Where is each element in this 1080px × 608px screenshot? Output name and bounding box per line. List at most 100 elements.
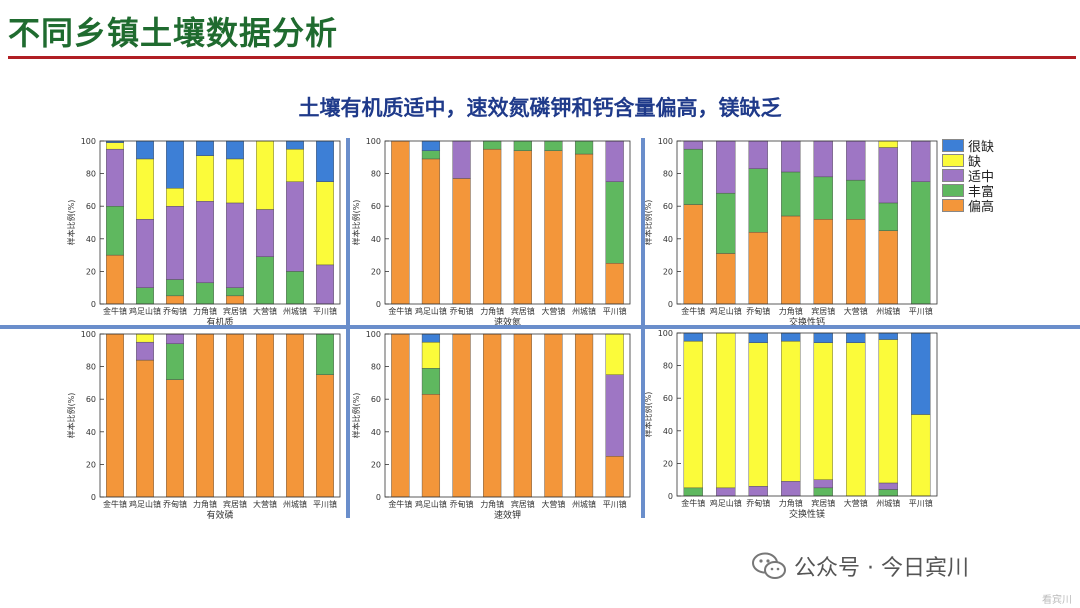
y-tick-label: 80 bbox=[663, 362, 673, 371]
bar-segment bbox=[421, 140, 441, 151]
bar-segment bbox=[166, 205, 184, 280]
bar-segment bbox=[166, 140, 184, 189]
bar-segment bbox=[483, 333, 502, 498]
wechat-icon bbox=[752, 552, 786, 579]
y-axis-label: 样本比例(%) bbox=[66, 200, 76, 246]
x-tick-label: 平川镇 bbox=[909, 498, 933, 508]
y-tick-label: 40 bbox=[86, 428, 96, 437]
x-tick-label: 力角镇 bbox=[480, 499, 504, 509]
legend-item: 很缺 bbox=[942, 138, 994, 155]
bar-segment bbox=[196, 155, 214, 202]
bar-segment bbox=[106, 142, 124, 150]
bar-segment bbox=[421, 150, 441, 160]
y-tick-label: 20 bbox=[86, 460, 96, 469]
x-tick-label: 州城镇 bbox=[572, 499, 596, 509]
bar-segment bbox=[605, 181, 624, 264]
x-tick-label: 金牛镇 bbox=[681, 306, 705, 316]
x-tick-label: 大营镇 bbox=[541, 499, 565, 509]
y-tick-label: 0 bbox=[91, 493, 96, 502]
bar-segment bbox=[226, 333, 244, 498]
bar-segment bbox=[878, 147, 898, 204]
watermark-text: 公众号 · 今日宾川 bbox=[794, 556, 969, 581]
bar-segment bbox=[781, 481, 801, 497]
bar-segment bbox=[683, 340, 703, 489]
bar-segment bbox=[716, 140, 736, 194]
bar-segment bbox=[605, 333, 624, 375]
legend-item: 偏高 bbox=[942, 198, 994, 215]
x-tick-label: 州城镇 bbox=[876, 306, 900, 316]
legend-item: 适中 bbox=[942, 168, 995, 185]
y-tick-label: 20 bbox=[371, 460, 381, 469]
bar-segment bbox=[136, 359, 154, 498]
legend-label: 适中 bbox=[968, 170, 995, 185]
bar-segment bbox=[911, 332, 931, 415]
x-tick-label: 州城镇 bbox=[572, 306, 596, 316]
plot-frame bbox=[99, 333, 341, 498]
bar-segment bbox=[748, 232, 768, 305]
legend-item: 丰富 bbox=[942, 183, 994, 200]
x-tick-label: 州城镇 bbox=[876, 498, 900, 508]
x-tick-label: 力角镇 bbox=[193, 499, 217, 509]
bar-segment bbox=[911, 414, 931, 497]
bar-segment bbox=[878, 339, 898, 484]
x-tick-label: 大营镇 bbox=[253, 306, 277, 316]
plot-frame bbox=[676, 332, 938, 497]
x-tick-label: 平川镇 bbox=[603, 306, 627, 316]
y-tick-label: 60 bbox=[663, 202, 673, 211]
y-tick-label: 40 bbox=[663, 427, 673, 436]
bar-segment bbox=[286, 140, 304, 150]
title-divider bbox=[8, 56, 1076, 59]
y-tick-label: 100 bbox=[658, 329, 673, 338]
y-tick-label: 60 bbox=[86, 202, 96, 211]
bar-segment bbox=[421, 368, 441, 395]
bar-segment bbox=[483, 148, 502, 305]
bar-segment bbox=[452, 140, 471, 179]
bar-segment bbox=[196, 140, 214, 156]
bar-segment bbox=[813, 140, 833, 178]
x-tick-label: 乔甸镇 bbox=[746, 498, 770, 508]
bar-segment bbox=[452, 333, 471, 498]
bar-segment bbox=[544, 140, 563, 151]
bar-segment bbox=[196, 201, 214, 284]
bar-segment bbox=[605, 456, 624, 498]
bar-segment bbox=[421, 158, 441, 305]
x-tick-label: 宾居镇 bbox=[511, 499, 535, 509]
bar-segment bbox=[748, 342, 768, 487]
bar-segment bbox=[421, 394, 441, 498]
bar-segment bbox=[813, 487, 833, 497]
bar-segment bbox=[574, 333, 594, 498]
bar-segment bbox=[316, 333, 334, 375]
bar-segment bbox=[878, 332, 898, 340]
bar-segment bbox=[878, 482, 898, 490]
x-tick-label: 金牛镇 bbox=[388, 499, 412, 509]
y-tick-label: 80 bbox=[371, 363, 381, 372]
x-tick-label: 力角镇 bbox=[480, 306, 504, 316]
y-tick-label: 60 bbox=[371, 395, 381, 404]
x-axis-label: 有效磷 bbox=[206, 509, 233, 521]
bar-segment bbox=[196, 282, 214, 305]
y-tick-label: 100 bbox=[81, 330, 96, 339]
x-tick-label: 金牛镇 bbox=[681, 498, 705, 508]
plot-frame bbox=[99, 140, 341, 305]
y-tick-label: 80 bbox=[86, 363, 96, 372]
x-tick-label: 宾居镇 bbox=[811, 498, 835, 508]
y-tick-label: 100 bbox=[366, 330, 381, 339]
bar-segment bbox=[166, 295, 184, 305]
y-axis-label: 样本比例(%) bbox=[351, 200, 361, 246]
legend-swatch bbox=[942, 169, 964, 182]
legend-swatch bbox=[942, 154, 964, 167]
bar-segment bbox=[421, 341, 441, 369]
bar-segment bbox=[544, 150, 563, 305]
bar-segment bbox=[748, 332, 768, 343]
bar-segment bbox=[226, 295, 244, 305]
bar-segment bbox=[256, 209, 274, 257]
x-tick-label: 力角镇 bbox=[779, 498, 803, 508]
y-axis-label: 样本比例(%) bbox=[643, 200, 653, 246]
bar-segment bbox=[683, 204, 703, 305]
bar-segment bbox=[781, 332, 801, 342]
y-tick-label: 20 bbox=[371, 267, 381, 276]
plot-frame bbox=[384, 140, 631, 305]
bar-segment bbox=[286, 333, 304, 498]
x-tick-label: 力角镇 bbox=[193, 306, 217, 316]
